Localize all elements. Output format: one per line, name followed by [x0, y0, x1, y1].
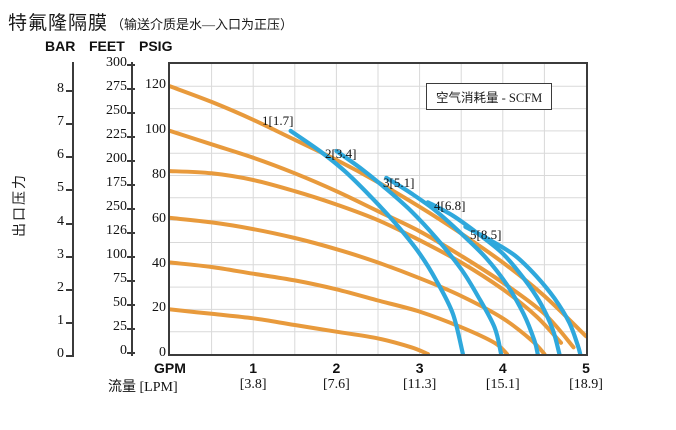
feet-value-10: 50 [113, 295, 127, 310]
feet-value-2: 250 [106, 103, 127, 118]
feet-tick-9 [127, 280, 135, 282]
curve-label-4: 4[6.8] [434, 198, 466, 213]
psig-value-100: 100 [145, 121, 166, 137]
x-tick-gpm-3: 3 [415, 360, 424, 376]
x-tick-lpm-1: [3.8] [239, 377, 267, 392]
x-tick-lpm-3: [11.3] [402, 377, 437, 392]
x-tick-gpm-5: 5 [582, 360, 590, 376]
x-axis-name: GPM 流量 [LPM] [108, 360, 186, 396]
feet-tick-4 [127, 160, 135, 162]
psig-value-120: 120 [145, 77, 166, 93]
bar-scale-rail [72, 62, 74, 356]
x-tick-5: 5 [18.9] [546, 360, 626, 393]
psig-value-20: 20 [152, 300, 166, 316]
feet-tick-11 [127, 328, 135, 330]
psig-value-80: 80 [152, 166, 166, 182]
feet-tick-12 [127, 352, 135, 354]
bar-tick-4 [66, 222, 74, 225]
feet-tick-7 [127, 232, 135, 234]
bar-value-8: 8 [57, 81, 64, 96]
bar-tick-8 [66, 90, 74, 92]
feet-tick-10 [127, 304, 135, 306]
x-axis-flow-label: 流量 [LPM] [108, 380, 178, 395]
psig-value-60: 60 [152, 211, 166, 227]
bar-tick-7 [66, 123, 74, 126]
column-header-psig: PSIG [139, 38, 173, 54]
x-tick-lpm-4: [15.1] [485, 377, 520, 392]
x-tick-gpm-2: 2 [332, 360, 341, 376]
x-tick-lpm-2: [7.6] [322, 377, 350, 392]
feet-value-5: 175 [106, 175, 127, 190]
feet-value-4: 200 [106, 151, 127, 166]
feet-value-7: 126 [106, 223, 127, 238]
chart-title-row: 特氟隆隔膜 （输送介质是水—入口为正压） [8, 8, 293, 35]
feet-value-1: 275 [106, 79, 127, 94]
bar-tick-0 [66, 355, 74, 357]
feet-value-11: 25 [113, 319, 127, 334]
feet-value-3: 225 [106, 127, 127, 142]
bar-value-4: 4 [57, 213, 64, 229]
curve-label-1: 1[1.7] [262, 113, 294, 128]
feet-tick-0 [127, 64, 135, 66]
chart-title: 特氟隆隔膜 [8, 13, 109, 34]
feet-value-0: 300 [106, 55, 127, 70]
x-tick-1: 1 [3.8] [213, 360, 293, 393]
bar-tick-5 [66, 189, 74, 192]
curve-label-3: 3[5.1] [383, 175, 415, 190]
curves-svg [170, 64, 586, 354]
feet-tick-8 [127, 256, 135, 258]
bar-tick-1 [66, 321, 74, 324]
curve-label-2: 2[3.4] [325, 146, 357, 161]
bar-value-1: 1 [57, 312, 64, 328]
bar-tick-6 [66, 156, 74, 159]
x-axis-gpm-label: GPM [154, 360, 186, 376]
x-tick-gpm-1: 1 [249, 360, 258, 376]
feet-value-9: 75 [113, 271, 127, 286]
feet-tick-5 [127, 184, 135, 186]
column-header-feet: FEET [89, 38, 125, 54]
bar-value-0: 0 [57, 346, 64, 361]
x-tick-4: 4 [15.1] [463, 360, 543, 393]
y-axis-label: 出口压力 [13, 173, 28, 237]
bar-tick-3 [66, 255, 74, 258]
psig-value-40: 40 [152, 255, 166, 271]
bar-tick-2 [66, 288, 74, 291]
x-tick-lpm-5: [18.9] [569, 377, 603, 392]
bar-value-3: 3 [57, 246, 64, 262]
feet-tick-1 [127, 88, 135, 90]
chart-subtitle: （输送介质是水—入口为正压） [111, 17, 294, 32]
legend-air-consumption: 空气消耗量 - SCFM [426, 83, 553, 110]
bar-value-7: 7 [57, 114, 64, 130]
bar-value-6: 6 [57, 147, 64, 163]
plot-area [168, 62, 588, 356]
bar-value-5: 5 [57, 180, 64, 196]
bar-value-2: 2 [57, 279, 64, 295]
x-tick-gpm-4: 4 [498, 360, 507, 376]
curve-label-5: 5[8.5] [470, 227, 502, 242]
feet-tick-6 [127, 208, 135, 210]
feet-value-6: 250 [106, 199, 127, 214]
feet-tick-2 [127, 112, 135, 114]
feet-tick-3 [127, 136, 135, 138]
x-tick-3: 3 [11.3] [380, 360, 460, 393]
column-header-bar: BAR [45, 38, 76, 54]
feet-value-8: 100 [106, 247, 127, 262]
x-tick-2: 2 [7.6] [296, 360, 376, 393]
psig-value-0: 0 [159, 345, 166, 360]
feet-value-12: 0 [120, 343, 127, 358]
